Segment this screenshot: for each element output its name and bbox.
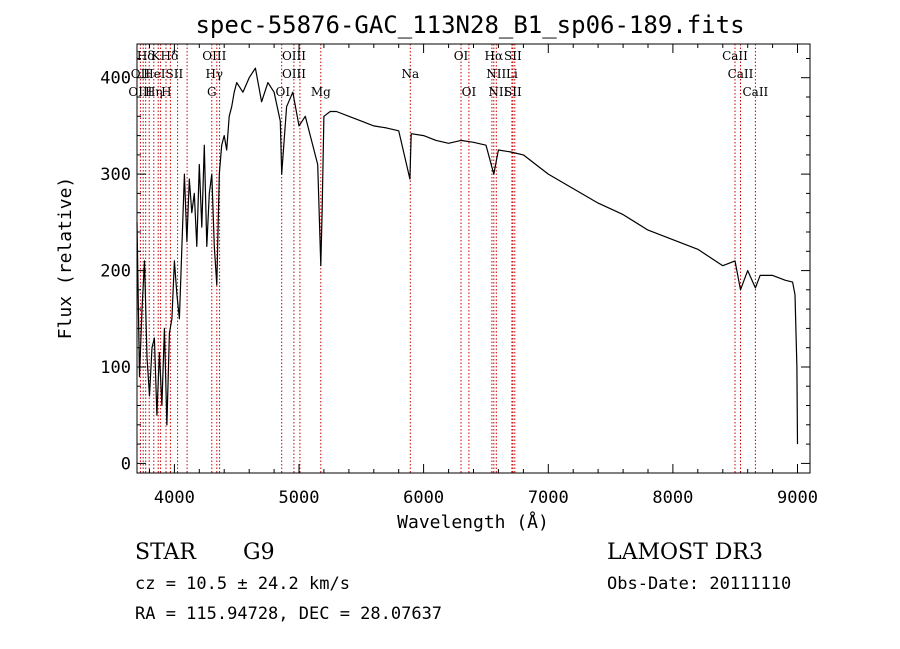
line-label-21: G [207, 85, 217, 99]
x-tick-label-4: 8000 [652, 488, 693, 508]
y-tick-label-4: 400 [100, 69, 131, 89]
line-label-15: NII [486, 67, 506, 81]
x-tick-label-5: 9000 [777, 488, 818, 508]
line-label-23: Mg [311, 85, 331, 99]
line-label-7: SII [504, 49, 522, 63]
line-label-17: CaII [728, 67, 754, 81]
line-label-16: Li [506, 67, 518, 81]
line-label-11: SII [166, 67, 184, 81]
object-class: STAR [135, 540, 197, 565]
line-label-22: OI [276, 85, 291, 99]
x-tick-label-2: 6000 [403, 488, 444, 508]
line-label-2: Hδ [161, 49, 179, 63]
line-label-4: OIII [282, 49, 306, 63]
x-tick-label-3: 7000 [528, 488, 569, 508]
line-label-24: OI [462, 85, 477, 99]
line-label-25: NII [488, 85, 508, 99]
line-label-27: CaII [742, 85, 768, 99]
line-label-8: CaII [722, 49, 748, 63]
line-label-10: HeI [143, 67, 166, 81]
line-label-18: OIII [128, 85, 152, 99]
spectrum-series [136, 67, 799, 445]
line-label-1: K [151, 49, 161, 63]
line-label-5: OI [454, 49, 469, 63]
x-axis-ticks: 4000 5000 6000 7000 8000 9000 [149, 44, 818, 508]
line-label-19: Hη [145, 85, 163, 99]
chart-title: spec-55876-GAC_113N28_B1_sp06-189.fits [195, 11, 744, 39]
y-axis-ticks: 0 100 200 300 400 [100, 58, 810, 474]
line-label-14: Na [401, 67, 419, 81]
y-tick-label-3: 300 [100, 165, 131, 185]
line-label-26: SII [504, 85, 522, 99]
x-axis-label: Wavelength (Å) [397, 511, 549, 533]
line-label-6: Hα [485, 49, 504, 63]
coordinates-readout: RA = 115.94728, DEC = 28.07637 [135, 604, 442, 624]
x-tick-label-1: 5000 [279, 488, 320, 508]
survey-name: LAMOST DR3 [607, 540, 763, 565]
y-axis-label: Flux (relative) [55, 177, 76, 340]
y-tick-label-1: 100 [100, 358, 131, 378]
line-label-20: H [161, 85, 171, 99]
x-tick-label-0: 4000 [154, 488, 195, 508]
series-line-0 [136, 67, 799, 445]
plot-frame [136, 43, 811, 474]
line-label-13: OIII [282, 67, 306, 81]
spectral-line-markers [139, 44, 756, 473]
y-tick-label-0: 0 [121, 454, 131, 474]
observation-date: Obs-Date: 20111110 [607, 574, 791, 594]
line-label-0: Hδ [137, 49, 155, 63]
y-tick-label-2: 200 [100, 262, 131, 282]
line-label-12: Hγ [205, 67, 223, 81]
line-label-3: OIII [202, 49, 226, 63]
redshift-readout: cz = 10.5 ± 24.2 km/s [135, 574, 350, 594]
spectral-subclass: G9 [243, 540, 275, 565]
